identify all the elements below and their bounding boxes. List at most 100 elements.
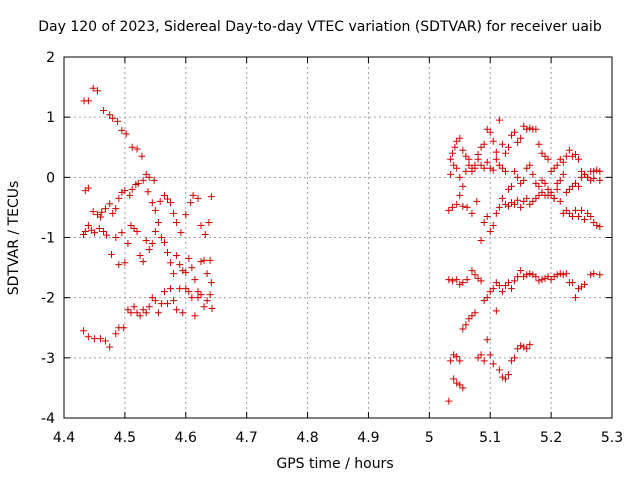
data-point [463,276,471,284]
data-point [501,282,509,290]
chart-title: Day 120 of 2023, Sidereal Day-to-day VTE… [38,19,602,35]
data-point [164,249,172,257]
data-point [492,307,500,315]
data-point [194,294,202,302]
data-point [489,137,497,145]
data-point [101,337,109,345]
data-point [553,161,561,169]
data-point [459,279,467,287]
data-point [508,199,516,207]
data-point [486,351,494,359]
data-point [587,176,595,184]
data-point [520,122,528,130]
data-point [480,140,488,148]
data-point [191,312,199,320]
data-points [79,84,604,405]
data-point [547,276,555,284]
data-point [468,312,476,320]
data-point [194,194,202,202]
data-point [139,306,147,314]
data-point [511,128,519,136]
data-point [90,229,98,237]
data-point [456,191,464,199]
data-point [97,335,105,343]
data-point [128,185,136,193]
data-point [565,209,573,217]
data-point [95,224,103,232]
x-axis-label: GPS time / hours [276,456,394,472]
data-point [523,125,531,133]
data-point [532,194,540,202]
data-point [562,270,570,278]
data-point [144,188,152,196]
data-point [173,306,181,314]
x-tick-label: 5 [425,430,434,446]
y-tick-label: 1 [46,110,55,126]
data-point [504,143,512,151]
data-point [571,179,579,187]
data-point [514,345,522,353]
data-point [462,152,470,160]
data-point [532,273,540,281]
data-point [480,357,488,365]
data-point [474,354,482,362]
data-point [173,252,181,260]
data-point [514,173,522,181]
data-point [107,250,115,258]
data-point [480,218,488,226]
data-point [170,209,178,217]
data-point [450,375,458,383]
data-point [535,140,543,148]
x-tick-label: 4.5 [114,430,136,446]
data-point [173,218,181,226]
data-point [529,170,537,178]
data-point [480,297,488,305]
data-point [529,197,537,205]
data-point [182,285,190,293]
data-point [486,128,494,136]
data-point [504,279,512,287]
data-point [448,277,456,285]
data-point [115,194,123,202]
data-point [185,255,193,263]
data-point [489,221,497,229]
data-point [179,309,187,317]
data-point [471,164,479,172]
data-point [121,187,129,195]
x-tick-label: 5.2 [540,430,562,446]
data-point [571,206,579,214]
data-point [508,357,516,365]
data-point [203,297,211,305]
data-point [562,206,570,214]
data-point [517,342,525,350]
data-point [462,321,470,329]
data-point [541,274,549,282]
data-point [133,145,141,153]
data-point [194,288,202,296]
data-point [498,373,506,381]
data-point [106,200,114,208]
data-point [553,185,561,193]
data-point [492,148,500,156]
data-point [590,218,598,226]
data-point [445,397,453,405]
data-point [532,125,540,133]
data-point [578,167,586,175]
data-point [526,200,534,208]
data-point [112,330,120,338]
data-point [200,303,208,311]
data-point [584,173,592,181]
data-point [575,155,583,163]
data-point [187,199,195,207]
data-point [100,227,108,235]
data-point [160,238,168,246]
data-point [148,240,156,248]
data-point [544,191,552,199]
data-point [489,285,497,293]
data-point [584,209,592,217]
data-point [483,212,491,220]
data-point [517,203,525,211]
data-point [112,205,120,213]
data-point [568,182,576,190]
